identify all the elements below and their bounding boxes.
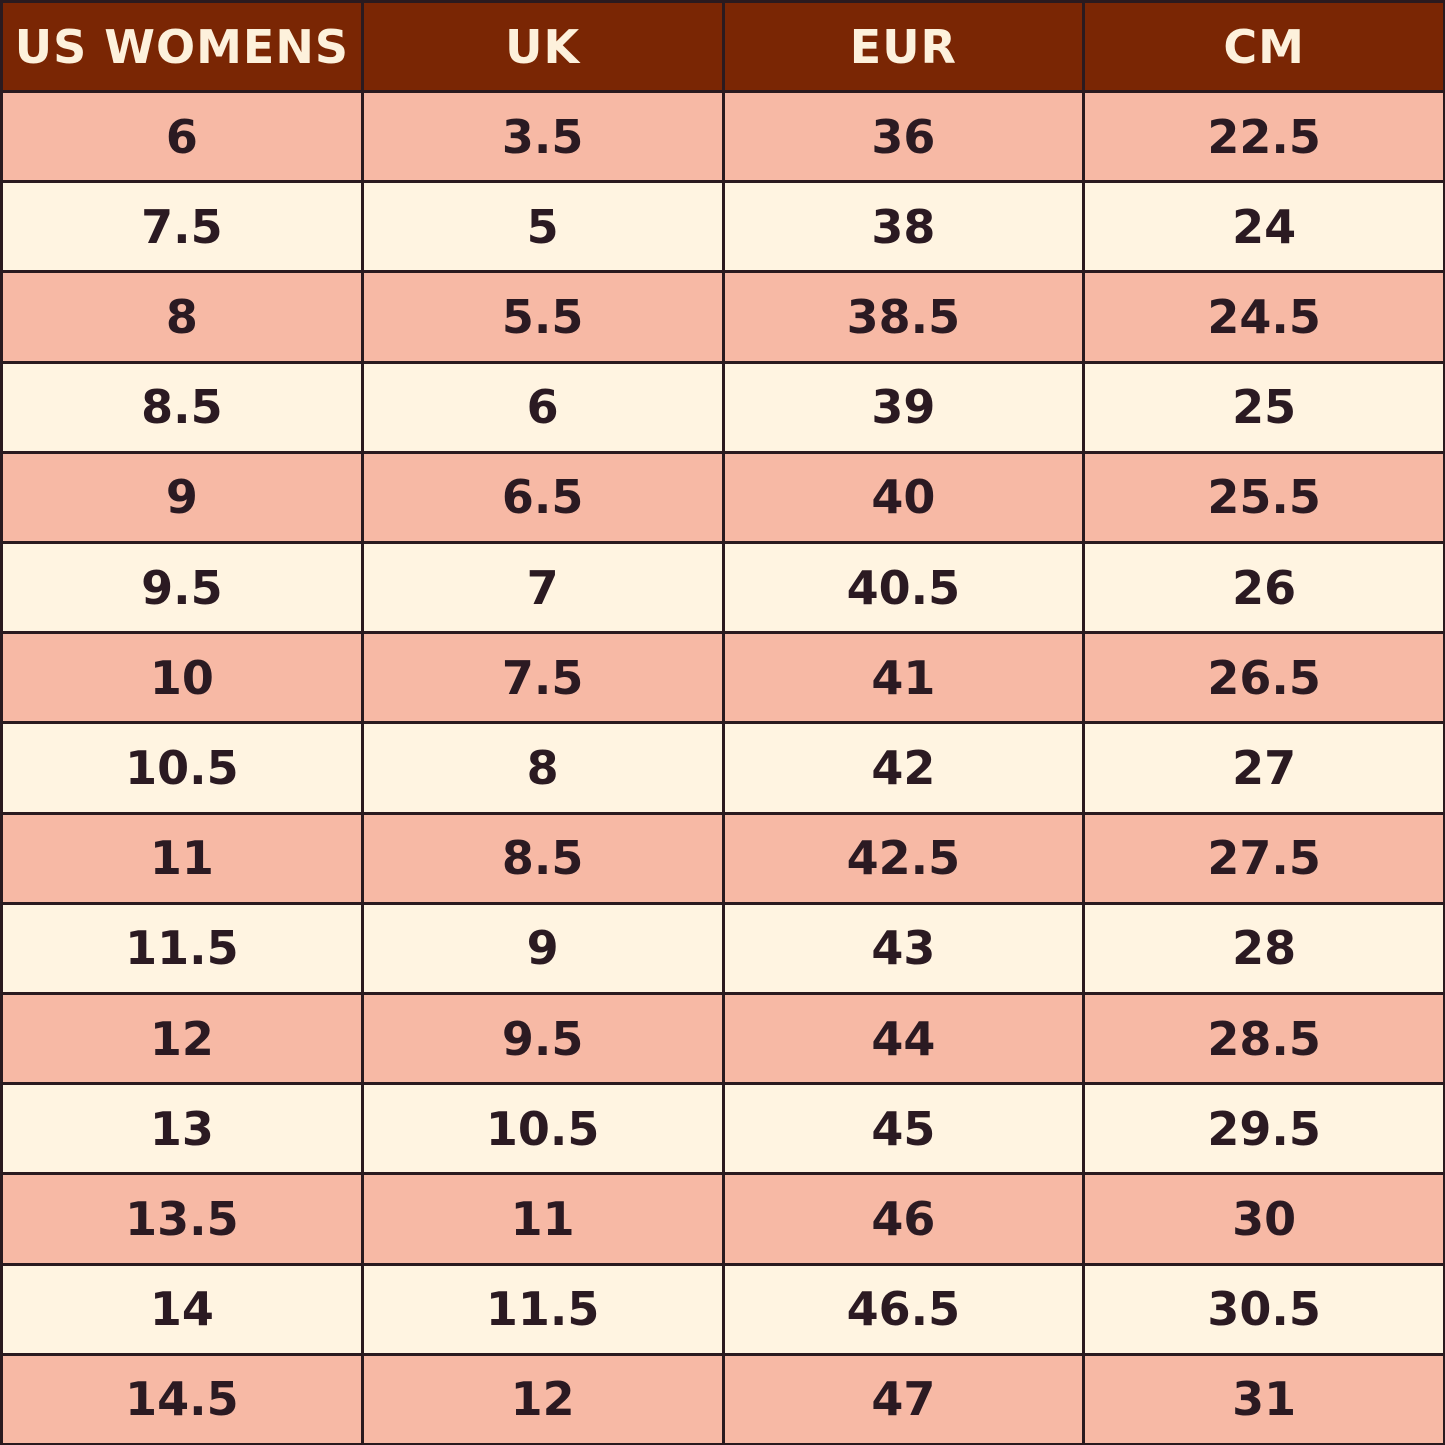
table-cell: 36: [724, 93, 1083, 181]
table-cell: 10.5: [363, 1085, 722, 1173]
table-cell: 12: [363, 1355, 722, 1443]
table-cell: 7.5: [3, 183, 361, 271]
table-cell: 11.5: [363, 1265, 722, 1353]
table-cell: 38: [724, 183, 1083, 271]
table-cell: 40.5: [724, 543, 1083, 632]
table-cell: 38.5: [724, 273, 1083, 361]
table-cell: 46.5: [724, 1265, 1083, 1353]
table-cell: 6: [3, 93, 361, 181]
table-cell: 9: [3, 453, 361, 541]
table-cell: 39: [724, 363, 1083, 451]
table-cell: 10: [3, 634, 361, 722]
table-cell: 7: [363, 543, 722, 632]
table-cell: 29.5: [1085, 1085, 1443, 1173]
table-cell: 5.5: [363, 273, 722, 361]
table-cell: 10.5: [3, 724, 361, 812]
table-cell: 9: [363, 904, 722, 992]
table-cell: 40: [724, 453, 1083, 541]
table-cell: 8.5: [363, 814, 722, 902]
table-cell: 9.5: [363, 994, 722, 1083]
table-cell: 8: [3, 273, 361, 361]
table-cell: 13.5: [3, 1175, 361, 1263]
table-cell: 14: [3, 1265, 361, 1353]
table-cell: 14.5: [3, 1355, 361, 1443]
table-cell: 9.5: [3, 543, 361, 632]
table-cell: 11: [3, 814, 361, 902]
table-cell: 28: [1085, 904, 1443, 992]
table-cell: 47: [724, 1355, 1083, 1443]
header-cell: CM: [1085, 3, 1443, 90]
table-cell: 46: [724, 1175, 1083, 1263]
table-cell: 41: [724, 634, 1083, 722]
table-cell: 25.5: [1085, 453, 1443, 541]
table-cell: 11.5: [3, 904, 361, 992]
header-cell: UK: [363, 3, 722, 90]
table-cell: 5: [363, 183, 722, 271]
table-cell: 7.5: [363, 634, 722, 722]
table-cell: 26.5: [1085, 634, 1443, 722]
table-cell: 6.5: [363, 453, 722, 541]
table-cell: 13: [3, 1085, 361, 1173]
table-cell: 43: [724, 904, 1083, 992]
table-cell: 45: [724, 1085, 1083, 1173]
table-cell: 25: [1085, 363, 1443, 451]
table-cell: 11: [363, 1175, 722, 1263]
table-cell: 27.5: [1085, 814, 1443, 902]
table-cell: 8: [363, 724, 722, 812]
table-cell: 8.5: [3, 363, 361, 451]
table-cell: 26: [1085, 543, 1443, 632]
table-cell: 42: [724, 724, 1083, 812]
header-cell: EUR: [724, 3, 1083, 90]
table-cell: 28.5: [1085, 994, 1443, 1083]
table-cell: 24: [1085, 183, 1443, 271]
table-cell: 3.5: [363, 93, 722, 181]
table-cell: 27: [1085, 724, 1443, 812]
table-cell: 30: [1085, 1175, 1443, 1263]
table-cell: 42.5: [724, 814, 1083, 902]
table-cell: 22.5: [1085, 93, 1443, 181]
table-cell: 30.5: [1085, 1265, 1443, 1353]
table-cell: 6: [363, 363, 722, 451]
header-cell: US WOMENS: [3, 3, 361, 90]
table-cell: 24.5: [1085, 273, 1443, 361]
table-cell: 44: [724, 994, 1083, 1083]
table-cell: 31: [1085, 1355, 1443, 1443]
table-cell: 12: [3, 994, 361, 1083]
